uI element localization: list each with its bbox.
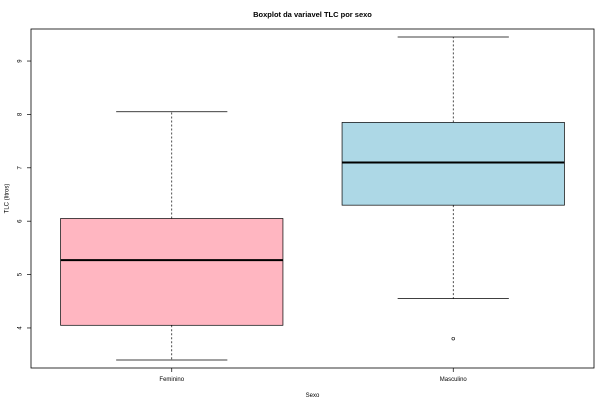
y-tick-label: 6 xyxy=(18,219,24,223)
plot-frame xyxy=(30,28,595,369)
y-tick-label: 4 xyxy=(18,326,24,330)
y-tick-label: 5 xyxy=(18,272,24,276)
x-axis: Feminino Masculino xyxy=(159,368,467,383)
x-axis-label: Sexo xyxy=(306,393,320,399)
iqr-box xyxy=(60,218,284,326)
boxes xyxy=(60,36,565,361)
iqr-box xyxy=(341,122,565,206)
x-tick-label-feminino: Feminino xyxy=(159,377,184,383)
y-tick-label: 7 xyxy=(18,165,24,169)
y-axis-label: TLC (litros) xyxy=(5,184,11,214)
y-tick-label: 8 xyxy=(18,112,24,116)
chart-title: Boxplot da variavel TLC por sexo xyxy=(253,10,372,19)
y-axis: 4 5 6 7 8 9 xyxy=(18,59,31,330)
y-tick-label: 9 xyxy=(18,59,24,63)
x-tick-label-masculino: Masculino xyxy=(440,377,468,383)
box-feminino xyxy=(60,111,284,361)
box-masculino xyxy=(341,36,565,341)
outlier-point xyxy=(451,336,455,341)
